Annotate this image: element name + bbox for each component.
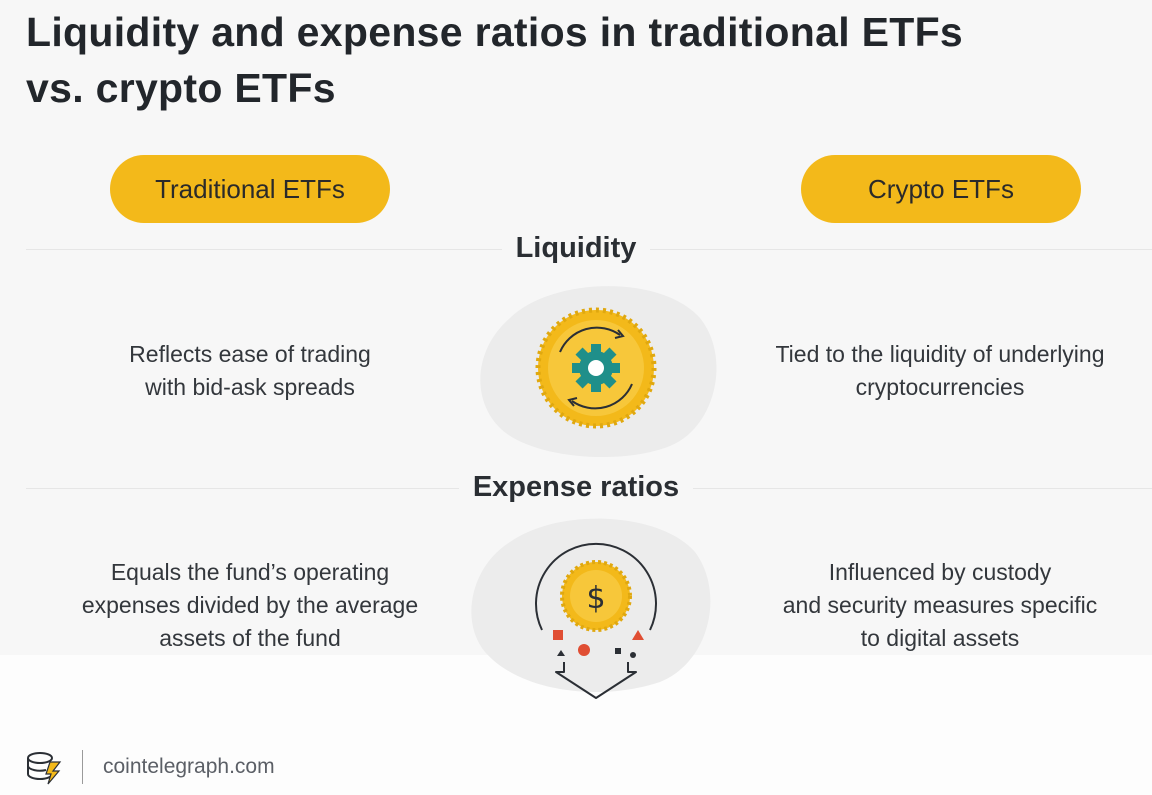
title-line-1: Liquidity and expense ratios in traditio… [26, 9, 964, 55]
liquidity-crypto-text: Tied to the liquidity of underlying cryp… [740, 338, 1140, 404]
liquidity-traditional-line-1: Reflects ease of trading [129, 341, 371, 367]
expense-traditional-line-2: expenses divided by the average [81, 592, 419, 618]
page-title: Liquidity and expense ratios in traditio… [26, 4, 1126, 116]
traditional-etfs-pill: Traditional ETFs [110, 155, 390, 223]
footer: cointelegraph.com [24, 745, 275, 789]
expense-traditional-line-1: Equals the fund’s operating [110, 559, 390, 585]
svg-text:$: $ [586, 581, 605, 616]
dollar-coin-funnel-icon: $ [471, 518, 711, 699]
expense-crypto-line-1: Influenced by custody [828, 559, 1052, 585]
footer-site-link[interactable]: cointelegraph.com [103, 755, 275, 778]
liquidity-crypto-line-2: cryptocurrencies [855, 374, 1025, 400]
liquidity-traditional-line-2: with bid-ask spreads [145, 374, 355, 400]
expense-heading: Expense ratios [0, 471, 1152, 504]
liquidity-heading: Liquidity [0, 232, 1152, 265]
expense-crypto-line-3: to digital assets [860, 625, 1020, 651]
title-line-2: vs. crypto ETFs [26, 65, 336, 111]
liquidity-crypto-line-1: Tied to the liquidity of underlying [775, 341, 1105, 367]
expense-traditional-text: Equals the fund’s operating expenses div… [50, 556, 450, 655]
expense-traditional-line-3: assets of the fund [159, 625, 341, 651]
crypto-etfs-label: Crypto ETFs [868, 173, 1014, 204]
footer-divider [82, 750, 83, 784]
cointelegraph-logo-icon [27, 752, 62, 785]
liquidity-traditional-text: Reflects ease of trading with bid-ask sp… [50, 338, 450, 404]
expense-crypto-line-2: and security measures specific [782, 592, 1098, 618]
expense-crypto-text: Influenced by custody and security measu… [740, 556, 1140, 655]
gear-coin-icon [480, 286, 717, 458]
traditional-etfs-label: Traditional ETFs [155, 173, 345, 204]
crypto-etfs-pill: Crypto ETFs [801, 155, 1081, 223]
liquidity-heading-text: Liquidity [501, 232, 651, 264]
expense-heading-text: Expense ratios [458, 471, 694, 503]
